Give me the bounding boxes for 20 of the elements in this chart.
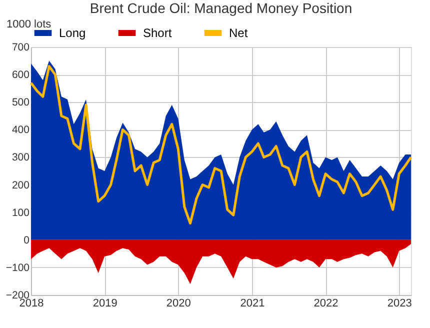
legend-label: Long: [59, 26, 86, 40]
x-tick-label: 2018: [19, 298, 44, 310]
x-tick-label: 2020: [166, 298, 191, 310]
legend-label: Net: [229, 26, 248, 40]
x-tick-label: 2022: [314, 298, 338, 310]
y-tick-label: 500: [12, 96, 30, 109]
y-tick-label: 200: [12, 179, 30, 192]
y-tick-label: 600: [12, 69, 30, 82]
x-tick-label: 2019: [92, 298, 118, 310]
legend-label: Short: [143, 26, 172, 40]
y-tick-label: 300: [12, 152, 30, 164]
chart-title: Brent Crude Oil: Managed Money Position: [90, 0, 352, 16]
y-tick-label: 400: [12, 124, 30, 136]
y-tick-label: −100: [6, 262, 30, 274]
y-tick-label: 0: [24, 234, 30, 246]
y-axis-title: 1000 lots: [6, 18, 52, 30]
x-tick-label: 2021: [240, 298, 265, 310]
x-tick-label: 2023: [387, 298, 412, 310]
y-tick-label: 100: [12, 206, 30, 219]
y-tick-label: 700: [12, 42, 30, 54]
